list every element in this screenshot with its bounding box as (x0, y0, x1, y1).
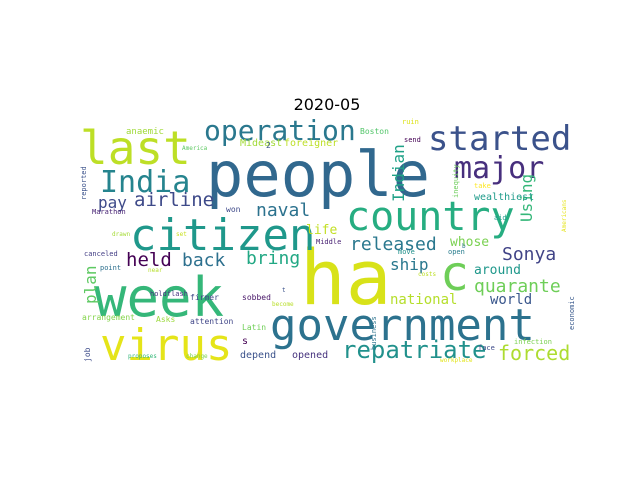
word-country: country (346, 194, 515, 240)
word-back: back (182, 250, 226, 271)
word-near: near (148, 267, 163, 274)
word-drawn: drawn (112, 231, 130, 238)
word-economic: economic (568, 296, 576, 330)
word-arrangement: arrangement (82, 313, 135, 322)
word-take: take (474, 182, 491, 190)
word-indian: Indian (389, 144, 408, 202)
word-middle: Middle (316, 238, 341, 246)
word-open: open (448, 248, 465, 256)
word-started: started (428, 119, 571, 159)
word-anaemic: anaemic (126, 127, 164, 137)
word-citizen: citizen (130, 210, 315, 261)
word-repatriate: repatriate (342, 336, 487, 364)
word-aid: aid (494, 214, 507, 222)
word-infection: infection (514, 338, 552, 346)
word-change: change (186, 353, 208, 360)
word-government: government (270, 300, 535, 351)
word-job: job (83, 347, 92, 362)
word-forced: forced (498, 341, 570, 365)
word-ship: ship (390, 255, 429, 274)
word-ha: ha (300, 233, 392, 322)
word-face: face (478, 344, 495, 352)
word-reported: reported (80, 166, 88, 200)
word-point: point (100, 264, 121, 272)
word-around: around (474, 263, 521, 278)
word-week: week (94, 266, 224, 329)
word-national: national (390, 292, 457, 308)
word-major: major (454, 151, 544, 186)
word-mideast: Mideast (240, 138, 282, 149)
chart-title: 2020-05 (294, 95, 361, 114)
word-marathon: Marathon (92, 208, 126, 216)
word-wealthiest: wealthiest (474, 192, 534, 203)
word-held: held (126, 249, 172, 271)
word-sonya: Sonya (502, 244, 556, 265)
word-bring: bring (246, 248, 300, 269)
cloud-area (80, 115, 576, 365)
word-naval: naval (256, 200, 310, 221)
word-whose: whose (450, 235, 489, 250)
word-people: people (206, 138, 430, 211)
word-world: world (490, 292, 532, 308)
word-boston: Boston (360, 127, 389, 136)
word-b: b (462, 243, 466, 250)
word-c: c (440, 246, 469, 302)
word-latin: Latin (242, 323, 266, 332)
word-asks: Asks (156, 315, 175, 324)
word-operation: operation (204, 114, 356, 147)
word-america: America (182, 145, 208, 152)
word-ruin: ruin (402, 118, 419, 126)
word-foreigner: foreigner (284, 138, 338, 149)
word-firmer: firmer (190, 293, 219, 302)
word-attention: attention (190, 317, 234, 326)
word-last: last (80, 121, 191, 175)
word-become: become (272, 301, 294, 308)
word-proposes: proposes (128, 353, 157, 360)
word-canceled: canceled (84, 250, 118, 258)
word-move: move (398, 248, 415, 256)
word-sobbed: sobbed (242, 293, 271, 302)
word-released: released (350, 234, 437, 255)
word-costs: costs (418, 271, 436, 278)
word-depend: depend (240, 350, 276, 361)
word-s: s (242, 336, 248, 347)
word-won: won (226, 205, 241, 214)
word-using: Using (517, 174, 536, 222)
word-2: 2 (266, 141, 271, 150)
word-airline: airline (134, 189, 214, 211)
word-india: India (100, 165, 190, 200)
word-virus: virus (100, 320, 232, 371)
word-pay: pay (98, 193, 127, 212)
word-business: business (370, 316, 378, 350)
word-life: life (306, 223, 337, 238)
word-set: set (176, 231, 187, 238)
word-t: t (282, 287, 286, 294)
word-opened: opened (292, 350, 328, 361)
word-send: send (404, 136, 421, 144)
word-group: people ha week government citizen country viru… (80, 114, 576, 371)
word-holdflash: holdflash (150, 290, 188, 298)
word-inequity: inequity (452, 164, 460, 198)
word-quarante: quarante (474, 276, 561, 297)
word-workplace: workplace (440, 357, 473, 364)
word-americans: Americans (561, 199, 568, 232)
word-plan: plan (81, 265, 100, 304)
